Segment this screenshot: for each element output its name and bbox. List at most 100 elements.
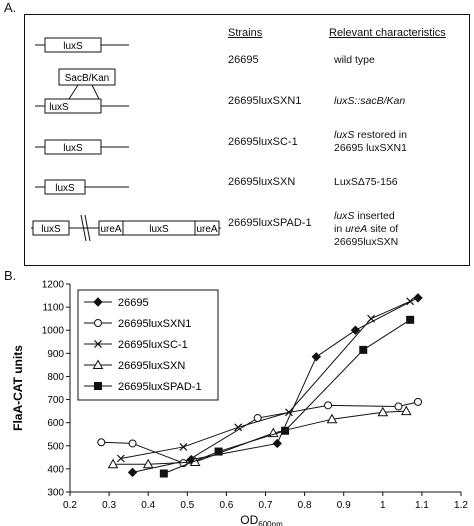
data-point — [116, 454, 125, 463]
data-point — [159, 469, 168, 478]
characteristic-text: site of — [367, 223, 399, 235]
urea-locus-box — [98, 220, 220, 236]
data-point — [394, 402, 403, 411]
x-tick-label: 0.5 — [180, 500, 194, 511]
luxs-gene-label: luxS — [41, 224, 61, 235]
legend-item: 26695luxSC-1 — [84, 339, 188, 351]
x-tick-label: 0.3 — [102, 500, 116, 511]
y-tick-label: 1200 — [42, 280, 65, 291]
gene-diagram-row-3: luxS — [35, 139, 129, 155]
luxs-box — [44, 139, 102, 155]
data-point — [285, 408, 293, 417]
series-26695luxSXN — [107, 405, 412, 469]
relevant-characteristic-line: luxS restored in — [334, 129, 407, 142]
data-point — [406, 315, 415, 324]
legend-item: 26695luxSPAD-1 — [84, 381, 202, 393]
legend-item: 26695luxSXN1 — [84, 318, 191, 330]
data-point — [413, 293, 423, 303]
cassette-label: SacB/Kan — [65, 73, 109, 84]
data-point — [179, 443, 188, 451]
gene-diagram-row-5: luxS ureA luxS ureA — [31, 214, 221, 242]
x-tick-label: 0.6 — [219, 500, 233, 511]
strain-name: 26695luxSXN1 — [228, 95, 302, 107]
data-point — [281, 426, 290, 435]
relevant-characteristic-line: 26695luxSXN — [334, 236, 398, 249]
data-point — [377, 406, 389, 417]
luxs-gene-label: luxS — [55, 183, 75, 194]
x-tick-label: 0.2 — [63, 500, 77, 511]
x-axis-label-main: OD — [240, 513, 258, 526]
data-point — [127, 467, 138, 478]
data-point — [272, 438, 282, 449]
legend-marker — [94, 319, 102, 327]
gene-diagram-row-1: luxS — [35, 37, 129, 53]
luxs-truncated-box — [32, 220, 70, 236]
legend-marker — [94, 382, 102, 390]
x-tick-label: 1.2 — [454, 500, 468, 511]
characteristic-text: 26695 luxSXN1 — [334, 142, 407, 154]
series-26695luxSPAD-1 — [159, 315, 415, 478]
gene-diagram-row-2: luxS SacB/Kan — [35, 68, 129, 114]
data-point — [142, 458, 154, 469]
relevant-characteristic-line: wild type — [334, 54, 375, 67]
x-tick-label: 0.8 — [298, 500, 312, 511]
strain-name: 26695luxSC-1 — [228, 136, 298, 148]
characteristic-text: ureA — [345, 223, 368, 235]
legend-label: 26695luxSPAD-1 — [118, 381, 202, 393]
legend-box — [77, 289, 219, 401]
characteristic-text: LuxSΔ75-156 — [334, 176, 398, 188]
series-26695luxSC-1 — [116, 297, 415, 463]
x-axis-label-subscript: 600nm — [258, 520, 283, 526]
y-tick-label: 1100 — [42, 303, 64, 314]
relevant-characteristic-line: in ureA site of — [334, 223, 398, 236]
data-point — [413, 397, 422, 406]
data-point — [214, 447, 223, 456]
y-tick-label: 400 — [47, 464, 64, 475]
relevant-characteristics-header: Relevant characteristics — [329, 27, 446, 39]
luxs-box — [44, 98, 102, 114]
legend-item: 26695luxSXN — [84, 359, 185, 372]
break-mark — [80, 214, 87, 242]
legend-marker — [93, 297, 103, 307]
characteristic-text: restored in — [354, 129, 407, 141]
legend-item: 26695 — [84, 297, 149, 309]
gene-diagrams: luxS luxS SacB/Kan luxS luxS luxS — [31, 37, 221, 242]
data-point — [267, 427, 279, 438]
data-point — [367, 314, 375, 323]
legend-label: 26695 — [118, 297, 149, 309]
relevant-characteristic-line: 26695 luxSXN1 — [334, 142, 407, 155]
data-point — [311, 352, 322, 362]
data-point — [324, 401, 333, 410]
y-tick-label: 500 — [47, 441, 64, 452]
break-mark — [84, 214, 91, 242]
data-point — [400, 405, 412, 416]
luxs-gene-label: luxS — [63, 41, 83, 52]
data-point — [234, 423, 243, 432]
strains-header: Strains — [228, 27, 263, 39]
series-line — [120, 300, 411, 459]
strain-name: 26695luxSXN — [228, 176, 296, 188]
characteristic-text: luxS — [334, 129, 355, 141]
data-point — [350, 325, 361, 335]
data-point — [97, 438, 106, 447]
strain-table-panel: luxS luxS SacB/Kan luxS luxS luxS — [24, 14, 470, 266]
data-point — [107, 458, 119, 469]
strain-name: 26695luxSPAD-1 — [228, 217, 312, 229]
x-tick-label: 0.7 — [259, 500, 273, 511]
strain-name: 26695 — [228, 54, 259, 66]
characteristic-text: inserted — [354, 210, 395, 222]
y-tick-label: 300 — [47, 488, 64, 499]
luxs-gene-label: luxS — [49, 102, 69, 113]
x-tick-label: 0.9 — [337, 500, 351, 511]
y-tick-label: 900 — [47, 349, 64, 360]
gene-diagram-row-4: luxS — [35, 179, 129, 195]
characteristic-text: luxS::sacB/Kan — [334, 95, 406, 107]
y-tick-label: 600 — [47, 418, 64, 429]
flaa-cat-line-chart: 300 400 500 600 700 800 900 1000 1100 1200 0.2 0.3 0… — [11, 280, 468, 526]
sacb-kan-cassette-box — [58, 68, 116, 86]
relevant-characteristic-line: luxS::sacB/Kan — [334, 95, 405, 108]
legend: 26695 26695luxSXN1 26695luxSC-1 26695luxSXN… — [77, 289, 219, 401]
x-axis-label: OD600nm — [240, 513, 283, 526]
data-point — [406, 297, 415, 306]
panel-b-label: B. — [4, 268, 17, 283]
